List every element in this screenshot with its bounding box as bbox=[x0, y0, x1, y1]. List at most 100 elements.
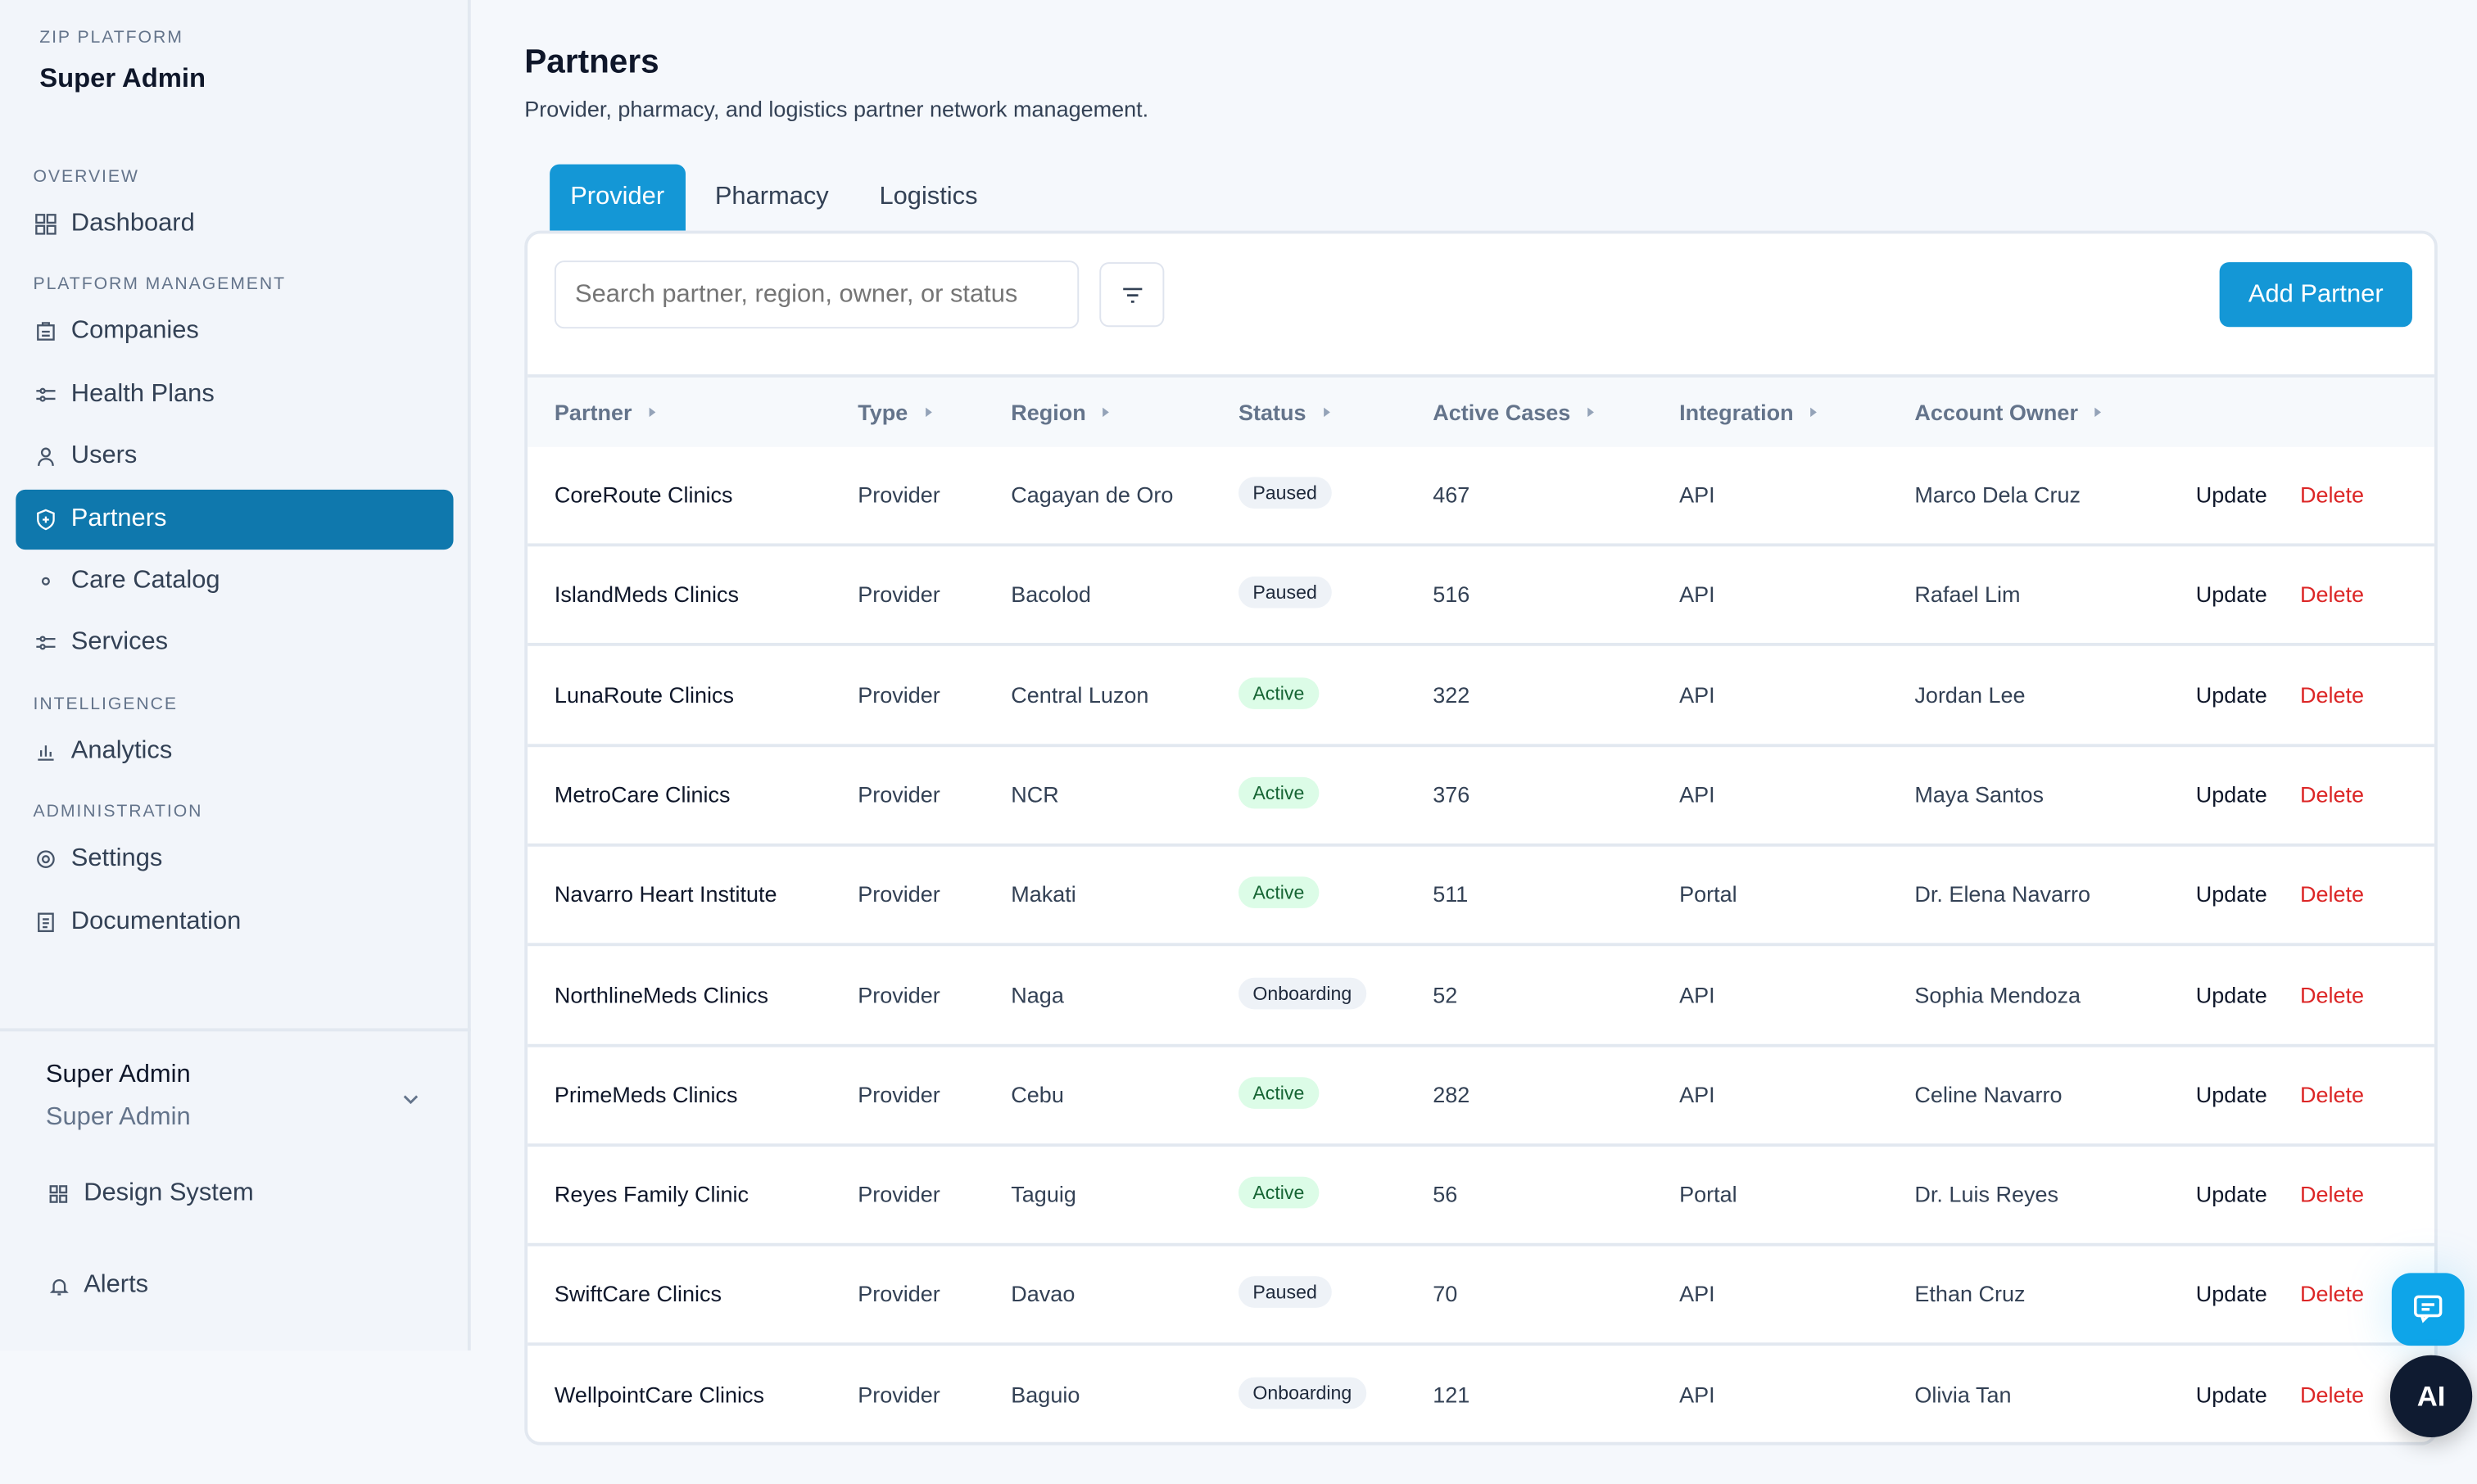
sort-icon bbox=[1323, 407, 1330, 418]
cell-active-cases: 376 bbox=[1433, 781, 1470, 808]
sort-icon bbox=[1810, 407, 1818, 418]
sidebar-item-users[interactable]: Users bbox=[16, 427, 453, 486]
page-subtitle: Provider, pharmacy, and logistics partne… bbox=[524, 96, 1149, 122]
sort-icon bbox=[2095, 407, 2102, 418]
cell-region: Davao bbox=[1011, 1281, 1075, 1307]
cell-integration: API bbox=[1679, 781, 1715, 808]
delete-button[interactable]: Delete bbox=[2299, 1381, 2365, 1407]
sidebar-item-analytics[interactable]: Analytics bbox=[16, 722, 453, 781]
cell-account-owner: Maya Santos bbox=[1914, 781, 2045, 808]
column-header-partner[interactable]: Partner bbox=[555, 400, 656, 425]
cell-account-owner: Marco Dela Cruz bbox=[1914, 482, 2081, 508]
delete-button[interactable]: Delete bbox=[2299, 581, 2365, 608]
chat-button[interactable] bbox=[2391, 1273, 2465, 1346]
update-button[interactable]: Update bbox=[2195, 1281, 2267, 1307]
cell-partner: MetroCare Clinics bbox=[554, 781, 731, 808]
delete-button[interactable]: Delete bbox=[2299, 1181, 2365, 1207]
sidebar-section-label: INTELLIGENCE bbox=[33, 694, 178, 714]
alerts-link[interactable]: Alerts bbox=[29, 1256, 466, 1315]
cell-region: Central Luzon bbox=[1011, 681, 1149, 708]
status-badge: Paused bbox=[1238, 577, 1332, 609]
delete-button[interactable]: Delete bbox=[2299, 781, 2365, 808]
column-header-integration[interactable]: Integration bbox=[1679, 400, 1818, 425]
table-header: Partner Type Region Status Active Cases Integ… bbox=[528, 374, 2434, 447]
filter-button[interactable] bbox=[1099, 262, 1165, 328]
sliders-icon bbox=[34, 383, 57, 405]
cell-region: Bacolod bbox=[1011, 581, 1091, 608]
cell-active-cases: 121 bbox=[1433, 1381, 1470, 1407]
sidebar-item-documentation[interactable]: Documentation bbox=[16, 892, 453, 952]
partner-type-tabs: Provider Pharmacy Logistics bbox=[550, 164, 1008, 231]
status-badge: Active bbox=[1238, 776, 1319, 809]
cell-partner: CoreRoute Clinics bbox=[554, 482, 733, 508]
sidebar-item-partners[interactable]: Partners bbox=[16, 489, 454, 550]
cell-integration: Portal bbox=[1679, 1181, 1737, 1207]
cell-region: Naga bbox=[1011, 981, 1064, 1007]
update-button[interactable]: Update bbox=[2195, 1081, 2267, 1107]
sidebar-item-settings[interactable]: Settings bbox=[16, 830, 453, 889]
document-icon bbox=[34, 911, 57, 933]
ai-assistant-button[interactable]: AI bbox=[2389, 1355, 2473, 1437]
cell-active-cases: 467 bbox=[1433, 482, 1470, 508]
cell-active-cases: 70 bbox=[1433, 1281, 1458, 1307]
update-button[interactable]: Update bbox=[2195, 482, 2267, 508]
delete-button[interactable]: Delete bbox=[2299, 1281, 2365, 1307]
cell-active-cases: 516 bbox=[1433, 581, 1470, 608]
delete-button[interactable]: Delete bbox=[2299, 881, 2365, 907]
update-button[interactable]: Update bbox=[2195, 1381, 2267, 1407]
cell-account-owner: Celine Navarro bbox=[1914, 1081, 2063, 1107]
tab-pharmacy[interactable]: Pharmacy bbox=[714, 183, 829, 210]
sidebar-item-label: Partners bbox=[70, 504, 167, 532]
column-header-account-owner[interactable]: Account Owner bbox=[1914, 400, 2102, 425]
sidebar-item-dashboard[interactable]: Dashboard bbox=[16, 194, 453, 254]
status-badge: Paused bbox=[1238, 477, 1332, 509]
status-badge: Active bbox=[1238, 876, 1319, 909]
design-system-link[interactable]: Design System bbox=[29, 1164, 466, 1224]
table-row: SwiftCare Clinics Provider Davao Paused 70 AP… bbox=[528, 1246, 2434, 1346]
column-header-active-cases[interactable]: Active Cases bbox=[1433, 400, 1595, 425]
column-header-type[interactable]: Type bbox=[858, 400, 932, 425]
update-button[interactable]: Update bbox=[2195, 981, 2267, 1007]
delete-button[interactable]: Delete bbox=[2299, 482, 2365, 508]
sidebar-item-label: Companies bbox=[70, 318, 199, 346]
table-row: MetroCare Clinics Provider NCR Active 376 API… bbox=[528, 747, 2434, 847]
add-partner-button[interactable]: Add Partner bbox=[2219, 262, 2412, 328]
search-input[interactable] bbox=[554, 260, 1080, 329]
divider bbox=[0, 1028, 471, 1032]
user-role: Super Admin bbox=[45, 1104, 191, 1131]
cell-type: Provider bbox=[858, 681, 940, 708]
update-button[interactable]: Update bbox=[2195, 781, 2267, 808]
cell-account-owner: Dr. Luis Reyes bbox=[1914, 1181, 2059, 1207]
update-button[interactable]: Update bbox=[2195, 1181, 2267, 1207]
cell-type: Provider bbox=[858, 581, 940, 608]
cell-integration: Portal bbox=[1679, 881, 1737, 907]
brand-title: Super Admin bbox=[39, 63, 206, 93]
cell-partner: Navarro Heart Institute bbox=[554, 881, 777, 907]
cell-partner: LunaRoute Clinics bbox=[554, 681, 735, 708]
update-button[interactable]: Update bbox=[2195, 581, 2267, 608]
cell-type: Provider bbox=[858, 482, 940, 508]
cell-region: Baguio bbox=[1011, 1381, 1080, 1407]
update-button[interactable]: Update bbox=[2195, 681, 2267, 708]
cell-type: Provider bbox=[858, 1181, 940, 1207]
sidebar-item-care-catalog[interactable]: Care Catalog bbox=[16, 551, 453, 611]
cell-type: Provider bbox=[858, 1381, 940, 1407]
sidebar-item-services[interactable]: Services bbox=[16, 613, 453, 673]
cell-type: Provider bbox=[858, 781, 940, 808]
delete-button[interactable]: Delete bbox=[2299, 1081, 2365, 1107]
tab-logistics[interactable]: Logistics bbox=[879, 183, 978, 210]
delete-button[interactable]: Delete bbox=[2299, 681, 2365, 708]
delete-button[interactable]: Delete bbox=[2299, 981, 2365, 1007]
column-header-region[interactable]: Region bbox=[1011, 400, 1110, 425]
sidebar-item-label: Documentation bbox=[70, 907, 242, 934]
sidebar-item-companies[interactable]: Companies bbox=[16, 302, 453, 362]
cell-partner: WellpointCare Clinics bbox=[554, 1381, 765, 1407]
chevron-down-icon[interactable] bbox=[398, 1087, 423, 1112]
cell-account-owner: Sophia Mendoza bbox=[1914, 981, 2081, 1007]
cell-integration: API bbox=[1679, 581, 1715, 608]
user-name[interactable]: Super Admin bbox=[45, 1061, 191, 1088]
sidebar-item-health-plans[interactable]: Health Plans bbox=[16, 364, 453, 424]
update-button[interactable]: Update bbox=[2195, 881, 2267, 907]
column-header-status[interactable]: Status bbox=[1238, 400, 1330, 425]
tab-provider[interactable]: Provider bbox=[550, 164, 686, 231]
